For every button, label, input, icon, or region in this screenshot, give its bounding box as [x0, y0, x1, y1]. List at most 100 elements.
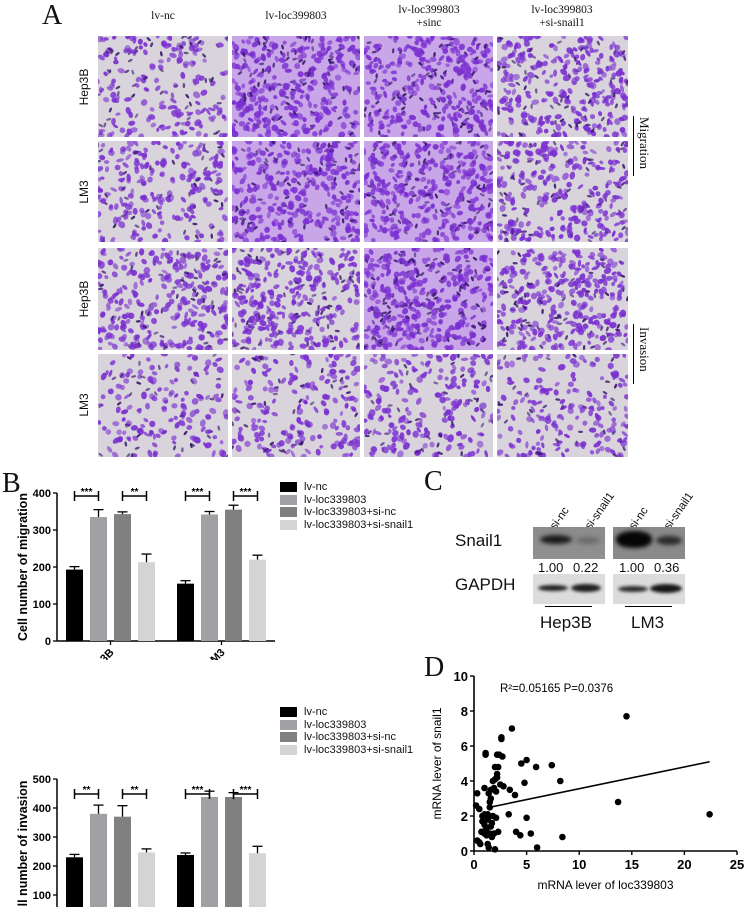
data-point: [473, 790, 481, 797]
data-point: [476, 805, 483, 813]
legend-label: lv-loc339803+si-snail1: [304, 743, 414, 756]
column-header-lv-loc399803-sinc: lv-loc399803 +sinc: [398, 4, 460, 29]
bar: [66, 569, 83, 641]
data-point: [485, 844, 492, 851]
migration-label: Migration: [637, 117, 652, 169]
significance-stars: ***: [192, 785, 204, 796]
micrograph-hep3b-invasion-lv-nc: [98, 248, 228, 350]
bar: [249, 853, 266, 907]
significance-stars: **: [131, 785, 139, 796]
data-point: [499, 753, 506, 760]
data-point: [488, 819, 496, 827]
micrograph-hep3b-invasion-lv-loc399803-sinc: [364, 248, 493, 350]
legend-label: lv-nc: [304, 706, 328, 718]
blot-snail1-lm3: [613, 527, 685, 559]
legend-item: lv-loc339803+si-nc: [280, 731, 413, 744]
quant-value-3: 1.00: [619, 560, 645, 575]
y-tick-label: 400: [33, 803, 51, 815]
data-point: [706, 811, 713, 818]
row-label-lm3-migration: LM3: [77, 180, 91, 204]
significance-stars: ***: [240, 785, 252, 796]
bar: [66, 857, 83, 907]
data-point: [559, 833, 566, 841]
column-header-lv-nc: lv-nc: [151, 10, 175, 22]
micrograph-hep3b-invasion-lv-loc399803-si-snail1: [497, 248, 628, 350]
row-label-hep3b-invasion: Hep3B: [77, 280, 91, 318]
micrograph-lm3-invasion-lv-loc399803-si-snail1: [497, 354, 628, 457]
legend-label: lv-loc339803+si-nc: [304, 731, 397, 743]
x-tick-label: 20: [677, 857, 691, 872]
y-tick-label: 100: [33, 599, 51, 611]
correlation-scatter-plot: 0 2 4 6 8 10 0 5 10 15 20 25 mRNA lever of loc339803…: [430, 669, 744, 892]
y-tick-label: 0: [45, 636, 51, 648]
lane-label-si-snail1: si-snail1: [583, 490, 618, 532]
data-point: [523, 756, 530, 764]
data-point: [494, 828, 502, 836]
micrograph-hep3b-migration-lv-loc399803-si-snail1: [497, 36, 628, 137]
data-point: [481, 784, 488, 792]
y-axis-label: mRNA lever of snail1: [430, 707, 444, 819]
bar: [225, 796, 242, 907]
y-tick-label: 100: [33, 890, 51, 902]
blot-snail1-hep3b: [533, 527, 605, 559]
micrograph-lm3-migration-lv-nc: [98, 141, 228, 242]
data-point: [511, 791, 519, 799]
legend-label: lv-nc: [304, 481, 328, 493]
bar: [249, 559, 266, 641]
lm3-group-label: LM3: [631, 613, 665, 632]
panel-c-letter: C: [424, 466, 443, 497]
significance-stars: **: [83, 785, 91, 796]
legend-swatch: [280, 707, 297, 718]
data-point: [508, 725, 516, 732]
bar: [114, 514, 131, 641]
panel-a-letter: A: [42, 0, 63, 31]
legend-swatch: [280, 507, 297, 518]
invasion-label: Invasion: [637, 327, 652, 372]
legend-swatch: [280, 719, 297, 730]
data-point: [533, 844, 541, 851]
quant-value-2: 0.22: [573, 560, 599, 575]
x-axis-label: mRNA lever of loc339803: [537, 878, 673, 892]
data-point: [482, 751, 489, 758]
legend-swatch: [280, 482, 297, 493]
data-point: [487, 795, 495, 802]
panel-d-letter: D: [424, 652, 445, 683]
data-point: [492, 814, 500, 822]
data-point: [505, 811, 512, 818]
bar: [201, 796, 218, 907]
bar: [90, 517, 107, 641]
legend-item: lv-nc: [280, 706, 413, 719]
y-tick-label: 6: [461, 739, 468, 754]
y-axis-label: Cell number of invasion: [16, 781, 30, 907]
data-point: [506, 786, 514, 794]
bar: [114, 816, 131, 907]
blot-gapdh-hep3b: [533, 574, 605, 604]
y-tick-label: 0: [461, 844, 468, 859]
legend-item: lv-loc339803: [280, 719, 413, 732]
row-label-hep3b-migration: Hep3B: [77, 68, 91, 106]
data-point: [557, 777, 564, 785]
bar: [201, 514, 218, 641]
significance-stars: **: [131, 487, 139, 498]
column-header-lv-loc399803-si-snail1: lv-loc399803 +si-snail1: [531, 4, 593, 29]
y-tick-label: 200: [33, 562, 51, 574]
data-point: [494, 763, 502, 771]
micrograph-hep3b-migration-lv-nc: [98, 36, 228, 137]
invasion-bar-chart: 0100200300400500Cell number of invasionH…: [16, 774, 266, 907]
regression-annotation: R²=0.05165 P=0.0376: [500, 683, 613, 695]
legend-item: lv-loc339803+si-snail1: [280, 744, 413, 757]
gapdh-row-label: GAPDH: [455, 575, 516, 594]
legend-label: lv-loc339803: [304, 718, 367, 731]
x-tick-label: 15: [625, 857, 639, 872]
legend-swatch: [280, 744, 297, 755]
legend-label: lv-loc339803: [304, 493, 367, 506]
x-tick-label: 5: [523, 857, 530, 872]
y-tick-label: 200: [33, 861, 51, 873]
data-point: [491, 846, 499, 853]
data-point: [518, 760, 525, 767]
bar: [177, 854, 194, 907]
y-tick-label: 8: [461, 704, 468, 719]
y-tick-label: 400: [33, 488, 51, 500]
data-point: [500, 783, 507, 790]
x-tick-label: 25: [730, 857, 744, 872]
